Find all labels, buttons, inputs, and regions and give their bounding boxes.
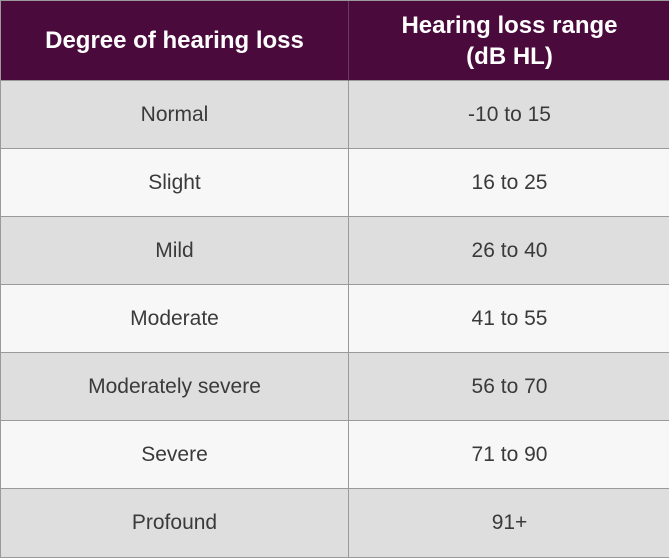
- table-cell-range: 16 to 25: [349, 149, 669, 217]
- table-cell-range: 71 to 90: [349, 421, 669, 489]
- table-cell-range: -10 to 15: [349, 81, 669, 149]
- header-range-label: Hearing loss range: [401, 11, 618, 39]
- header-range: Hearing loss range (dB HL): [349, 1, 669, 81]
- table-cell-degree: Slight: [1, 149, 349, 217]
- table-cell-degree: Moderately severe: [1, 353, 349, 421]
- table-cell-range: 56 to 70: [349, 353, 669, 421]
- table-cell-degree: Normal: [1, 81, 349, 149]
- table-cell-degree: Profound: [1, 489, 349, 557]
- table-cell-degree: Mild: [1, 217, 349, 285]
- table-cell-degree: Severe: [1, 421, 349, 489]
- table-cell-range: 26 to 40: [349, 217, 669, 285]
- header-range-unit: (dB HL): [466, 42, 553, 70]
- table-cell-range: 41 to 55: [349, 285, 669, 353]
- table-cell-range: 91+: [349, 489, 669, 557]
- table-cell-degree: Moderate: [1, 285, 349, 353]
- header-degree-label: Degree of hearing loss: [45, 27, 304, 54]
- header-degree: Degree of hearing loss: [1, 1, 349, 81]
